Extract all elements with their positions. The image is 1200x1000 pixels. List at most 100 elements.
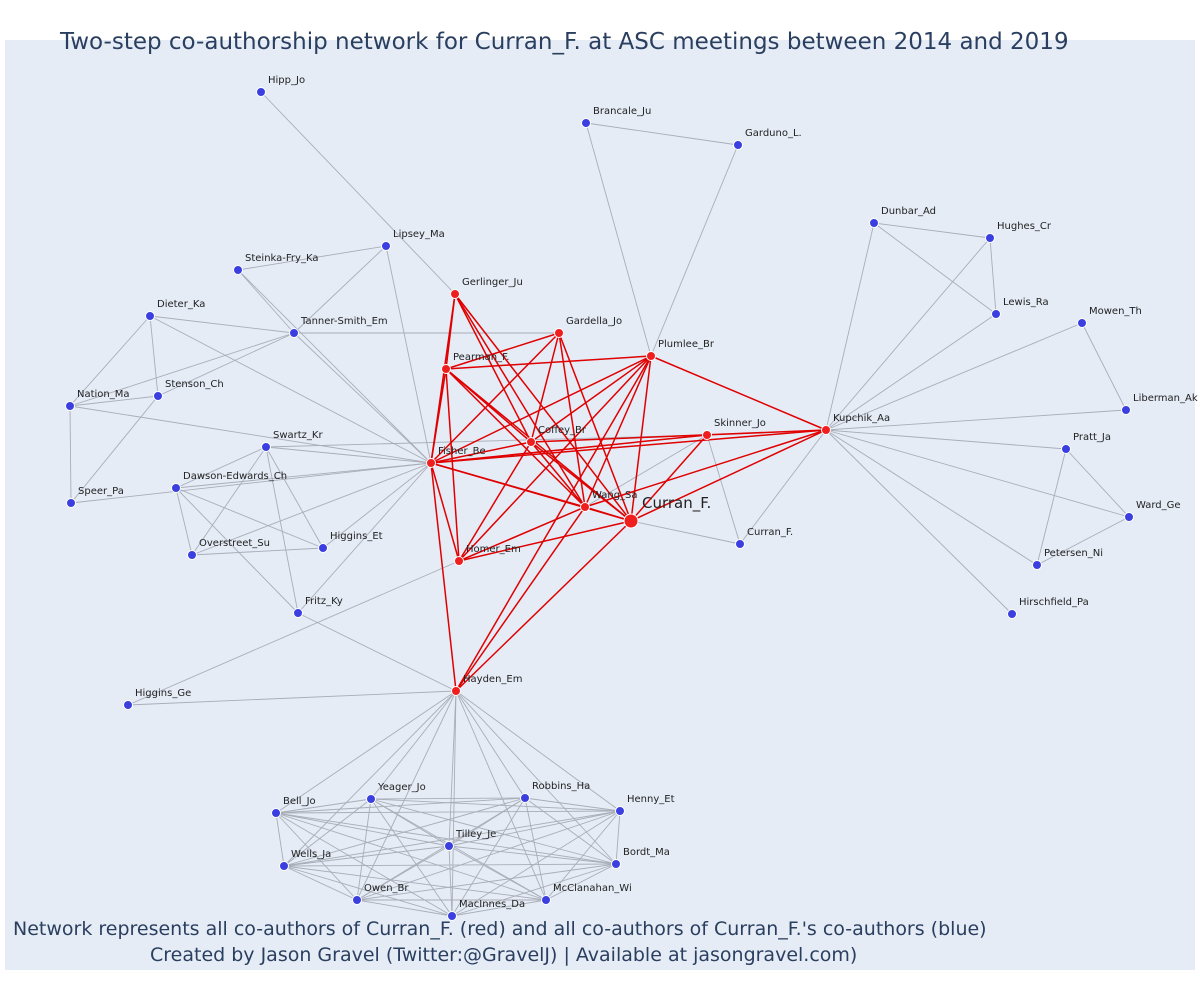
- coauthor-node-blue[interactable]: [366, 794, 376, 804]
- coauthor-node-red[interactable]: [821, 425, 831, 435]
- coauthor-node-blue[interactable]: [541, 895, 551, 905]
- coauthor-edge-blue: [989, 237, 997, 315]
- coauthor-edge-blue: [615, 810, 621, 865]
- coauthor-node-blue[interactable]: [187, 550, 197, 560]
- coauthor-node-blue[interactable]: [279, 861, 289, 871]
- coauthor-edge-red: [630, 429, 827, 522]
- coauthor-node-blue[interactable]: [293, 608, 303, 618]
- coauthor-node-blue[interactable]: [233, 265, 243, 275]
- coauthor-edge-red: [558, 332, 632, 522]
- coauthor-node-blue[interactable]: [1121, 405, 1131, 415]
- node-label: Ward_Ge: [1136, 500, 1181, 511]
- coauthor-edge-blue: [451, 690, 457, 917]
- coauthor-node-blue[interactable]: [611, 859, 621, 869]
- coauthor-edge-red: [430, 368, 447, 464]
- coauthor-edge-blue: [283, 798, 372, 867]
- coauthor-edge-blue: [448, 845, 617, 865]
- coauthor-node-blue[interactable]: [735, 539, 745, 549]
- coauthor-node-red[interactable]: [454, 556, 464, 566]
- coauthor-node-red[interactable]: [426, 458, 436, 468]
- coauthor-edge-blue: [149, 315, 432, 464]
- coauthor-edge-blue: [191, 462, 432, 556]
- coauthor-node-blue[interactable]: [869, 218, 879, 228]
- coauthor-node-red[interactable]: [526, 437, 536, 447]
- coauthor-edge-red: [530, 355, 652, 443]
- coauthor-node-red[interactable]: [580, 502, 590, 512]
- node-label: Coffey_Br: [538, 425, 587, 436]
- node-label: Hipp_Jo: [268, 75, 305, 86]
- coauthor-node-red[interactable]: [702, 430, 712, 440]
- coauthor-node-blue[interactable]: [65, 401, 75, 411]
- coauthor-node-blue[interactable]: [615, 806, 625, 816]
- focal-node[interactable]: [623, 513, 639, 529]
- coauthor-node-red[interactable]: [441, 364, 451, 374]
- node-label: Henny_Et: [627, 794, 675, 805]
- node-label: Wang_Sa: [592, 490, 638, 501]
- coauthor-node-red[interactable]: [450, 289, 460, 299]
- coauthor-node-blue[interactable]: [991, 309, 1001, 319]
- node-label: Hughes_Cr: [997, 221, 1052, 232]
- coauthor-edge-blue: [265, 446, 299, 614]
- coauthor-node-blue[interactable]: [271, 808, 281, 818]
- coauthor-edge-blue: [545, 810, 621, 901]
- coauthor-node-blue[interactable]: [1077, 318, 1087, 328]
- coauthor-node-blue[interactable]: [123, 700, 133, 710]
- coauthor-node-red[interactable]: [554, 328, 564, 338]
- coauthor-edge-blue: [584, 434, 708, 508]
- coauthor-edge-blue: [825, 313, 997, 431]
- coauthor-edge-red: [445, 332, 560, 370]
- coauthor-edge-blue: [265, 446, 324, 549]
- coauthor-node-blue[interactable]: [1032, 560, 1042, 570]
- coauthor-edge-blue: [283, 865, 358, 901]
- coauthor-edge-blue: [283, 845, 450, 867]
- coauthor-node-blue[interactable]: [171, 483, 181, 493]
- coauthor-node-blue[interactable]: [145, 311, 155, 321]
- coauthor-node-blue[interactable]: [256, 87, 266, 97]
- coauthor-node-blue[interactable]: [733, 140, 743, 150]
- coauthor-node-blue[interactable]: [66, 498, 76, 508]
- coauthor-edge-blue: [175, 462, 432, 489]
- coauthor-edge-blue: [524, 797, 621, 812]
- caption-line-2: Created by Jason Gravel (Twitter:@Gravel…: [150, 944, 858, 966]
- node-label: Higgins_Et: [330, 531, 383, 542]
- coauthor-node-blue[interactable]: [1007, 609, 1017, 619]
- coauthor-edge-blue: [448, 810, 621, 847]
- coauthor-edge-blue: [356, 845, 450, 901]
- coauthor-edge-blue: [370, 798, 621, 812]
- caption-line-1: Network represents all co-authors of Cur…: [13, 918, 987, 940]
- coauthor-node-blue[interactable]: [261, 442, 271, 452]
- coauthor-node-blue[interactable]: [985, 233, 995, 243]
- coauthor-node-blue[interactable]: [289, 328, 299, 338]
- coauthor-edge-red: [445, 368, 460, 562]
- coauthor-node-blue[interactable]: [581, 118, 591, 128]
- coauthor-node-blue[interactable]: [153, 391, 163, 401]
- coauthor-node-red[interactable]: [451, 686, 461, 696]
- coauthor-node-blue[interactable]: [1061, 444, 1071, 454]
- coauthor-edge-red: [430, 441, 532, 464]
- coauthor-node-blue[interactable]: [381, 241, 391, 251]
- coauthor-edge-red: [454, 293, 586, 508]
- coauthor-node-blue[interactable]: [352, 895, 362, 905]
- node-label: Brancale_Ju: [593, 106, 651, 117]
- coauthor-edge-blue: [175, 446, 267, 489]
- coauthor-node-blue[interactable]: [444, 841, 454, 851]
- coauthor-node-blue[interactable]: [520, 793, 530, 803]
- coauthor-edge-blue: [69, 315, 151, 407]
- gray-edges: [69, 91, 1130, 917]
- coauthor-edge-red: [430, 355, 652, 464]
- coauthor-edge-blue: [356, 810, 621, 901]
- coauthor-node-red[interactable]: [646, 351, 656, 361]
- node-label: Garduno_L.: [745, 128, 802, 139]
- coauthor-edge-red: [458, 520, 632, 562]
- coauthor-node-blue[interactable]: [447, 911, 457, 921]
- coauthor-node-blue[interactable]: [318, 543, 328, 553]
- coauthor-edge-blue: [585, 122, 652, 357]
- coauthor-edge-blue: [356, 899, 453, 917]
- node-label: Higgins_Ge: [135, 688, 191, 699]
- node-label: Liberman_Ak: [1133, 393, 1198, 404]
- coauthor-edge-red: [530, 441, 586, 508]
- coauthor-node-blue[interactable]: [1124, 512, 1134, 522]
- coauthor-edge-blue: [1036, 516, 1130, 566]
- coauthor-edge-blue: [275, 812, 453, 917]
- coauthor-edge-red: [455, 506, 586, 692]
